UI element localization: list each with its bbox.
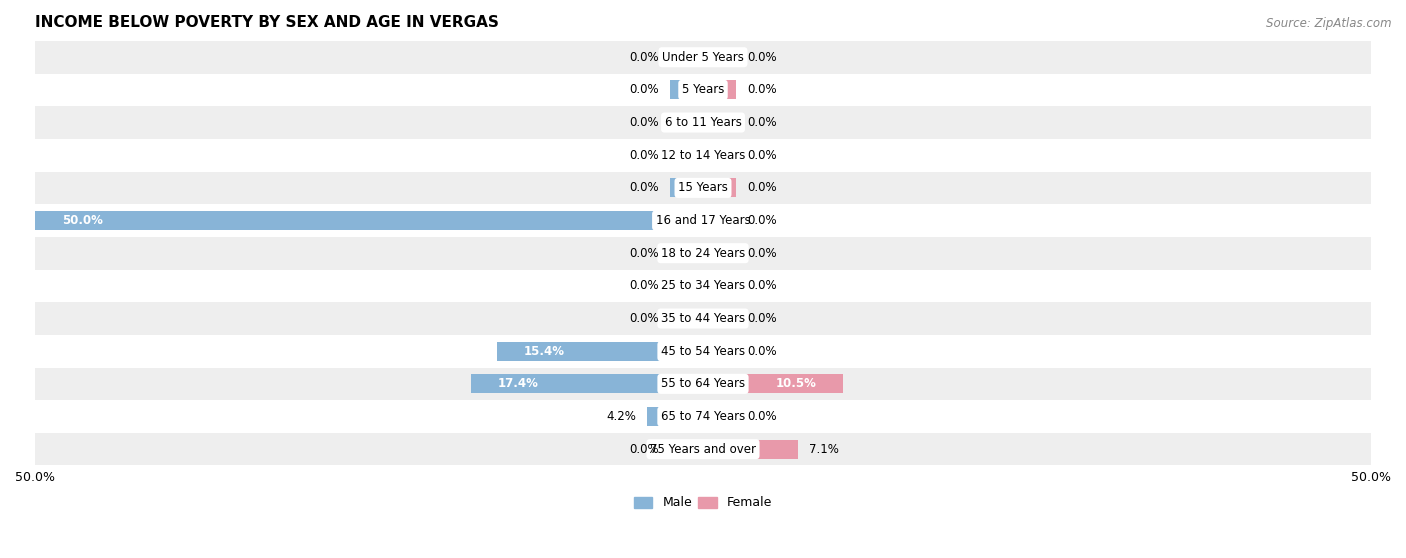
Text: 35 to 44 Years: 35 to 44 Years <box>661 312 745 325</box>
Bar <box>35 270 1371 302</box>
Text: 0.0%: 0.0% <box>630 116 659 129</box>
Legend: Male, Female: Male, Female <box>628 492 778 514</box>
Text: 45 to 54 Years: 45 to 54 Years <box>661 345 745 358</box>
Bar <box>703 179 737 198</box>
Bar <box>703 374 844 393</box>
Bar <box>498 341 703 360</box>
Text: 0.0%: 0.0% <box>747 345 776 358</box>
Bar <box>35 74 1371 106</box>
Text: 0.0%: 0.0% <box>747 83 776 97</box>
Text: 0.0%: 0.0% <box>630 280 659 292</box>
Text: 0.0%: 0.0% <box>747 116 776 129</box>
Bar <box>35 139 1371 171</box>
Text: 0.0%: 0.0% <box>630 83 659 97</box>
Bar <box>647 407 703 426</box>
Text: 15 Years: 15 Years <box>678 181 728 194</box>
Bar <box>35 368 1371 400</box>
Bar <box>703 211 737 230</box>
Bar <box>471 374 703 393</box>
Bar <box>669 276 703 295</box>
Text: 7.1%: 7.1% <box>808 442 838 456</box>
Bar <box>669 440 703 459</box>
Bar <box>703 407 737 426</box>
Text: 25 to 34 Years: 25 to 34 Years <box>661 280 745 292</box>
Bar <box>35 433 1371 465</box>
Text: Source: ZipAtlas.com: Source: ZipAtlas.com <box>1267 17 1392 30</box>
Text: 4.2%: 4.2% <box>606 410 636 423</box>
Bar <box>669 80 703 99</box>
Bar <box>35 41 1371 74</box>
Bar <box>669 244 703 263</box>
Text: 10.5%: 10.5% <box>776 377 817 391</box>
Text: 0.0%: 0.0% <box>747 247 776 259</box>
Bar <box>703 440 797 459</box>
Bar <box>669 309 703 328</box>
Text: 0.0%: 0.0% <box>630 51 659 64</box>
Text: 17.4%: 17.4% <box>498 377 538 391</box>
Text: 55 to 64 Years: 55 to 64 Years <box>661 377 745 391</box>
Bar <box>703 276 737 295</box>
Text: 0.0%: 0.0% <box>630 148 659 162</box>
Text: 12 to 14 Years: 12 to 14 Years <box>661 148 745 162</box>
Text: 18 to 24 Years: 18 to 24 Years <box>661 247 745 259</box>
Bar <box>35 237 1371 270</box>
Bar <box>669 113 703 132</box>
Text: INCOME BELOW POVERTY BY SEX AND AGE IN VERGAS: INCOME BELOW POVERTY BY SEX AND AGE IN V… <box>35 15 499 30</box>
Bar <box>703 48 737 67</box>
Text: 0.0%: 0.0% <box>747 148 776 162</box>
Text: 0.0%: 0.0% <box>747 181 776 194</box>
Bar <box>703 309 737 328</box>
Bar <box>703 80 737 99</box>
Text: 5 Years: 5 Years <box>682 83 724 97</box>
Text: 0.0%: 0.0% <box>747 280 776 292</box>
Bar <box>35 211 703 230</box>
Text: 16 and 17 Years: 16 and 17 Years <box>655 214 751 227</box>
Bar <box>669 146 703 165</box>
Bar <box>35 171 1371 204</box>
Bar <box>35 400 1371 433</box>
Bar <box>703 341 737 360</box>
Text: 6 to 11 Years: 6 to 11 Years <box>665 116 741 129</box>
Text: 0.0%: 0.0% <box>747 410 776 423</box>
Bar <box>669 48 703 67</box>
Text: 0.0%: 0.0% <box>747 312 776 325</box>
Text: 75 Years and over: 75 Years and over <box>650 442 756 456</box>
Text: 0.0%: 0.0% <box>747 51 776 64</box>
Text: 0.0%: 0.0% <box>747 214 776 227</box>
Bar <box>703 113 737 132</box>
Bar <box>669 179 703 198</box>
Text: 0.0%: 0.0% <box>630 442 659 456</box>
Text: 0.0%: 0.0% <box>630 312 659 325</box>
Text: Under 5 Years: Under 5 Years <box>662 51 744 64</box>
Bar <box>35 335 1371 368</box>
Text: 50.0%: 50.0% <box>62 214 103 227</box>
Bar <box>703 244 737 263</box>
Bar <box>35 302 1371 335</box>
Bar <box>703 146 737 165</box>
Text: 0.0%: 0.0% <box>630 181 659 194</box>
Text: 0.0%: 0.0% <box>630 247 659 259</box>
Text: 15.4%: 15.4% <box>524 345 565 358</box>
Bar <box>35 106 1371 139</box>
Text: 65 to 74 Years: 65 to 74 Years <box>661 410 745 423</box>
Bar <box>35 204 1371 237</box>
